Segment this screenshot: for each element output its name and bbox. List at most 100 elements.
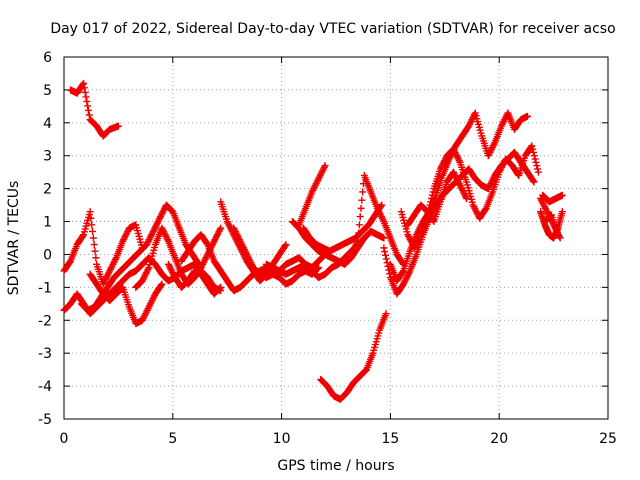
data-point [90, 241, 98, 249]
series-arc-18 [386, 109, 531, 285]
data-point [360, 234, 368, 242]
y-tick-label: -2 [38, 313, 52, 329]
y-tick-label: -5 [38, 412, 52, 428]
series-arc-15 [317, 310, 390, 403]
x-tick-label: 5 [168, 431, 177, 447]
data-point [558, 191, 566, 199]
data-point [531, 155, 539, 163]
data-point [315, 264, 323, 272]
data-point [83, 97, 91, 105]
data-point [81, 88, 89, 96]
series-arc-20 [404, 168, 471, 229]
data-point [79, 232, 87, 240]
data-point [114, 122, 122, 130]
series-arc-14 [295, 162, 329, 229]
data-point [378, 201, 386, 209]
data-point [528, 142, 536, 150]
x-tick-label: 25 [599, 431, 617, 447]
data-point [399, 268, 407, 276]
data-point [89, 234, 97, 242]
x-tick-label: 15 [381, 431, 399, 447]
data-point [523, 112, 531, 120]
data-point [359, 235, 367, 243]
series-arc-23 [539, 191, 566, 206]
data-point [514, 170, 522, 178]
series-arc-5 [86, 270, 166, 328]
data-point [282, 241, 290, 249]
data-points [60, 79, 566, 403]
data-point [92, 254, 100, 262]
data-point [354, 237, 362, 245]
data-point [381, 248, 389, 256]
y-tick-label: 2 [43, 182, 52, 198]
y-tick-label: 0 [43, 247, 52, 263]
data-point [481, 206, 489, 214]
data-point [356, 213, 364, 221]
data-point [534, 165, 542, 173]
data-point [558, 208, 566, 216]
data-point [532, 158, 540, 166]
data-point [86, 208, 94, 216]
data-point [382, 310, 390, 318]
x-tick-label: 20 [490, 431, 508, 447]
data-point [426, 201, 434, 209]
data-point [383, 259, 391, 267]
y-tick-label: -4 [38, 379, 52, 395]
data-point [66, 258, 74, 266]
data-point [314, 264, 322, 272]
data-point [427, 198, 435, 206]
data-point [82, 93, 90, 101]
data-point [530, 152, 538, 160]
x-tick-label: 10 [273, 431, 291, 447]
data-point [158, 280, 166, 288]
y-tick-label: 5 [43, 83, 52, 99]
series-arc-3 [60, 208, 146, 288]
data-point [428, 191, 436, 199]
y-axis: -5 -4 -3 -2 -1 0 1 2 3 4 5 6 [38, 50, 608, 428]
data-point [355, 229, 363, 237]
data-point [429, 188, 437, 196]
data-point [84, 106, 92, 114]
data-point [217, 224, 225, 232]
data-point [357, 204, 365, 212]
data-point [281, 242, 289, 250]
y-tick-label: -3 [38, 346, 52, 362]
data-point [529, 148, 537, 156]
data-point [355, 221, 363, 229]
x-tick-label: 0 [60, 431, 69, 447]
series-arc-16 [347, 171, 407, 268]
data-point [427, 195, 435, 203]
y-axis-label: SDTVAR / TECUs [6, 181, 22, 296]
grid [64, 57, 608, 419]
data-point [80, 84, 88, 92]
series-arc-1 [67, 79, 122, 140]
data-point [533, 162, 541, 170]
x-axis: 0 5 10 15 20 25 [60, 57, 617, 447]
data-point [554, 231, 562, 239]
y-tick-label: 4 [43, 116, 52, 132]
data-point [382, 251, 390, 259]
y-tick-label: 6 [43, 50, 52, 66]
y-tick-label: 1 [43, 215, 52, 231]
chart-title: Day 017 of 2022, Sidereal Day-to-day VTE… [50, 21, 615, 37]
data-point [380, 244, 388, 252]
data-point [87, 214, 95, 222]
data-point [380, 234, 388, 242]
series-arc-10 [230, 224, 323, 288]
y-tick-label: 3 [43, 149, 52, 165]
x-axis-label: GPS time / hours [277, 458, 394, 474]
y-tick-label: -1 [38, 280, 52, 296]
data-point [321, 162, 329, 170]
data-point [534, 168, 542, 176]
data-point [429, 216, 437, 224]
data-point [382, 255, 390, 263]
data-point [84, 102, 92, 110]
data-point [529, 177, 537, 185]
data-point [217, 283, 225, 291]
series-arc-19 [397, 142, 542, 252]
data-point [157, 281, 165, 289]
series-arc-13 [299, 201, 386, 255]
series-arc-24 [541, 211, 562, 239]
data-point [359, 188, 367, 196]
